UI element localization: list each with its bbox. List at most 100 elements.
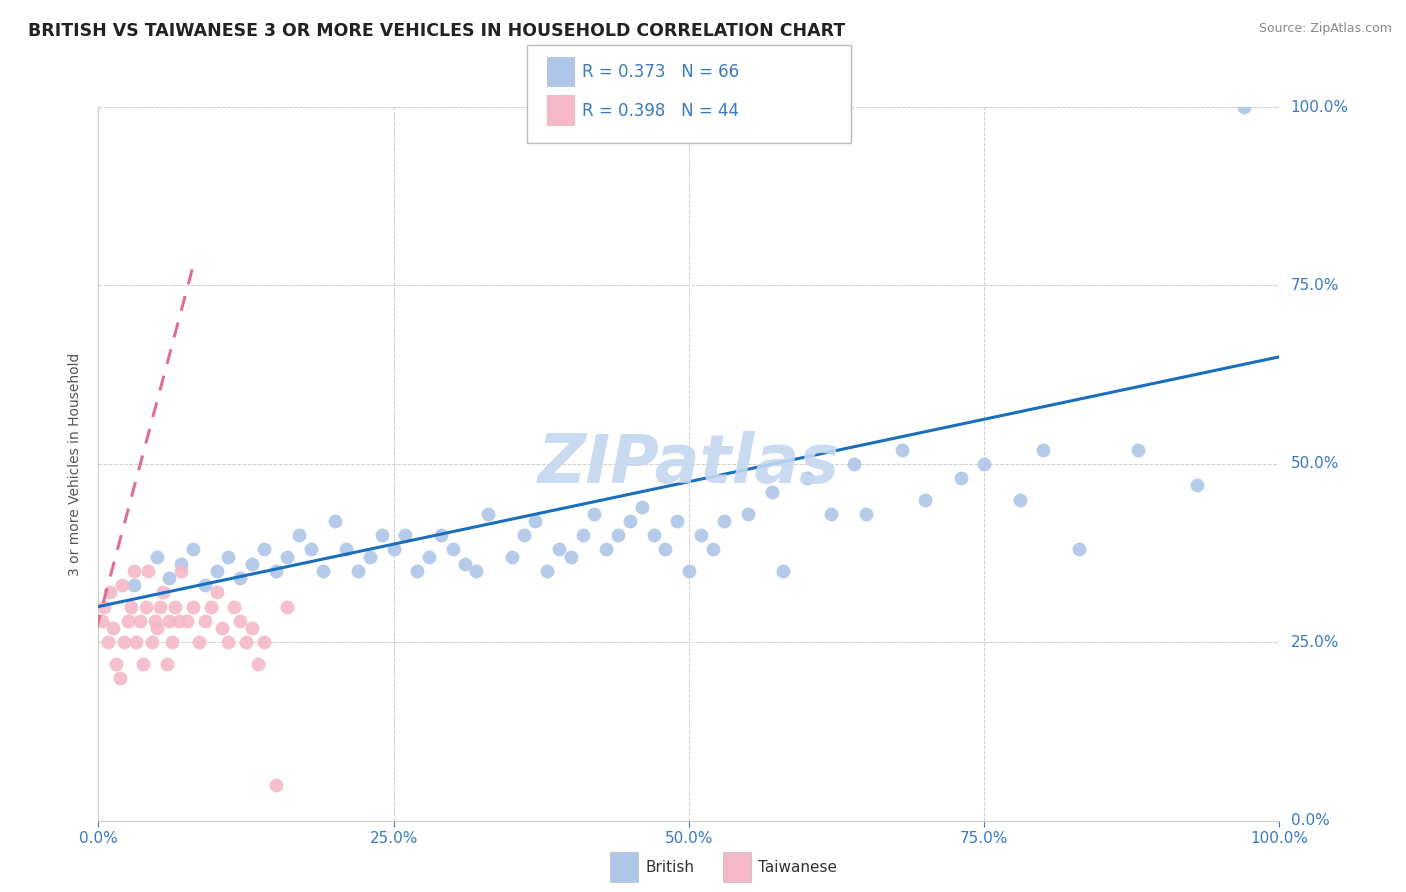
Point [949, 471, 972, 485]
Point [181, 542, 204, 557]
Point [224, 599, 246, 614]
Point [820, 507, 842, 521]
Point [194, 614, 217, 628]
Point [394, 528, 416, 542]
Point [465, 564, 488, 578]
Point [112, 635, 135, 649]
Point [501, 549, 523, 564]
Point [536, 564, 558, 578]
Point [240, 621, 263, 635]
Point [141, 635, 163, 649]
Text: ZIPatlas: ZIPatlas [538, 431, 839, 497]
Point [264, 778, 287, 792]
Point [689, 528, 711, 542]
Point [143, 614, 166, 628]
Point [772, 564, 794, 578]
Point [93, 599, 115, 614]
Point [643, 528, 665, 542]
Point [117, 614, 139, 628]
Point [1126, 442, 1149, 457]
Point [560, 549, 582, 564]
Point [288, 528, 311, 542]
Y-axis label: 3 or more Vehicles in Household: 3 or more Vehicles in Household [69, 352, 83, 575]
Point [229, 571, 252, 585]
Point [678, 564, 700, 578]
Point [441, 542, 464, 557]
Point [276, 599, 298, 614]
Point [136, 564, 159, 578]
Point [548, 542, 571, 557]
Point [149, 599, 172, 614]
Point [146, 621, 169, 635]
Text: Taiwanese: Taiwanese [758, 860, 837, 874]
Point [276, 549, 298, 564]
Point [796, 471, 818, 485]
Text: 100.0%: 100.0% [1291, 100, 1348, 114]
Text: Source: ZipAtlas.com: Source: ZipAtlas.com [1258, 22, 1392, 36]
Text: 0.0%: 0.0% [1291, 814, 1329, 828]
Point [253, 542, 276, 557]
Point [477, 507, 499, 521]
Point [453, 557, 475, 571]
Point [176, 614, 198, 628]
Point [1185, 478, 1208, 492]
Point [855, 507, 877, 521]
Point [229, 614, 252, 628]
Text: BRITISH VS TAIWANESE 3 OR MORE VEHICLES IN HOUSEHOLD CORRELATION CHART: BRITISH VS TAIWANESE 3 OR MORE VEHICLES … [28, 22, 845, 40]
Point [167, 614, 190, 628]
Point [914, 492, 936, 507]
Point [98, 585, 121, 599]
Point [156, 657, 179, 671]
Point [135, 599, 157, 614]
Point [335, 542, 357, 557]
Point [157, 571, 180, 585]
Point [246, 657, 269, 671]
Point [1233, 100, 1256, 114]
Point [1067, 542, 1090, 557]
Point [217, 549, 239, 564]
Point [430, 528, 453, 542]
Point [737, 507, 759, 521]
Point [146, 549, 169, 564]
Point [761, 485, 783, 500]
Point [973, 457, 995, 471]
Point [406, 564, 429, 578]
Point [152, 585, 174, 599]
Point [157, 614, 180, 628]
Point [583, 507, 606, 521]
Point [1032, 442, 1054, 457]
Point [205, 564, 228, 578]
Text: R = 0.373   N = 66: R = 0.373 N = 66 [582, 63, 740, 81]
Point [299, 542, 322, 557]
Point [524, 514, 547, 528]
Point [128, 614, 150, 628]
Point [108, 671, 131, 685]
Point [122, 578, 145, 592]
Point [371, 528, 394, 542]
Point [217, 635, 239, 649]
Point [97, 635, 120, 649]
Point [235, 635, 257, 649]
Point [253, 635, 276, 649]
Point [713, 514, 735, 528]
Point [666, 514, 689, 528]
Point [347, 564, 370, 578]
Point [418, 549, 440, 564]
Point [122, 564, 145, 578]
Point [132, 657, 155, 671]
Point [160, 635, 183, 649]
Point [240, 557, 263, 571]
Point [187, 635, 209, 649]
Point [571, 528, 593, 542]
Text: R = 0.398   N = 44: R = 0.398 N = 44 [582, 102, 740, 120]
Point [125, 635, 148, 649]
Point [654, 542, 676, 557]
Point [359, 549, 381, 564]
Point [105, 657, 128, 671]
Point [619, 514, 641, 528]
Point [205, 585, 228, 599]
Point [844, 457, 866, 471]
Point [121, 599, 143, 614]
Text: 50.0%: 50.0% [1291, 457, 1339, 471]
Point [170, 564, 193, 578]
